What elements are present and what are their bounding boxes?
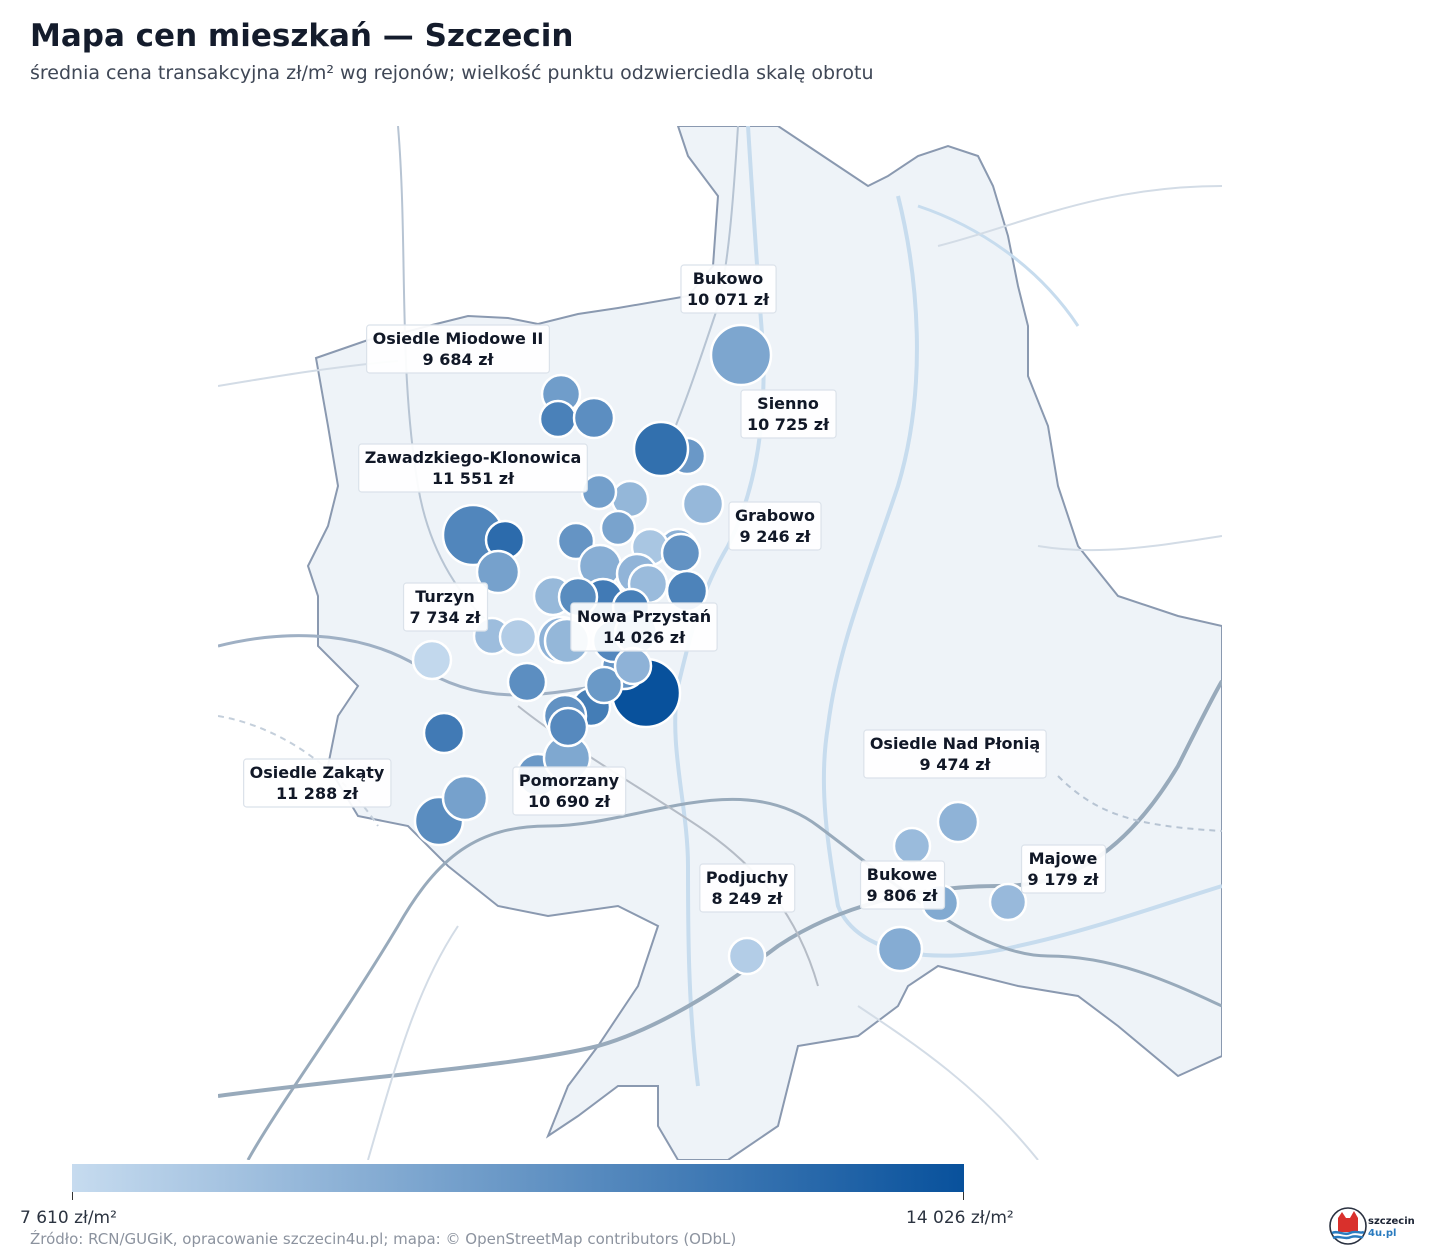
szczecin4u-logo-icon [1329, 1207, 1367, 1245]
district-label: Majowe 9 179 zł [1020, 844, 1107, 894]
price-marker[interactable] [892, 826, 932, 866]
price-marker[interactable] [572, 396, 616, 440]
river-east [821, 195, 1222, 958]
price-marker[interactable] [632, 420, 690, 478]
district-label-box [243, 758, 392, 808]
colorbar-min-label: 7 610 zł/m² [20, 1208, 117, 1228]
district-label: Bukowe 9 806 zł [859, 860, 946, 910]
district-label-box [680, 264, 777, 314]
district-label-box [402, 582, 489, 632]
district-price: 9 179 zł [1028, 870, 1100, 889]
district-label-box [740, 389, 837, 439]
district-price: 9 246 zł [740, 527, 812, 546]
price-marker[interactable] [660, 532, 702, 574]
district-price: 10 690 zł [528, 792, 611, 811]
price-marker[interactable] [411, 639, 453, 681]
price-marker[interactable] [506, 661, 548, 703]
district-label: Sienno 10 725 zł [740, 389, 837, 439]
district-name: Osiedle Zakąty [250, 763, 385, 782]
price-marker[interactable] [988, 882, 1028, 922]
district-name: Podjuchy [706, 868, 789, 887]
colorbar [72, 1164, 964, 1192]
logo-text-line1: szczecin [1368, 1216, 1415, 1227]
price-marker[interactable] [599, 509, 637, 547]
price-marker[interactable] [876, 925, 924, 973]
district-name: Nowa Przystań [577, 607, 711, 626]
district-label: Turzyn 7 734 zł [402, 582, 489, 632]
district-label-box [570, 602, 718, 652]
district-label-box [358, 443, 588, 493]
district-name: Pomorzany [519, 771, 620, 790]
district-labels: Bukowo 10 071 zł Osiedle Miodowe II 9 684 z… [243, 264, 1107, 913]
colorbar-max-label: 14 026 zł/m² [906, 1208, 1014, 1228]
district-label: Osiedle Zakąty 11 288 zł [243, 758, 392, 808]
price-marker[interactable] [441, 774, 489, 822]
district-label: Osiedle Miodowe II 9 684 zł [366, 324, 550, 374]
page-subtitle: średnia cena transakcyjna zł/m² wg rejon… [30, 62, 874, 84]
price-marker[interactable] [709, 323, 773, 387]
price-marker[interactable] [584, 665, 624, 705]
district-name: Bukowo [693, 269, 764, 288]
district-name: Osiedle Miodowe II [373, 329, 544, 348]
district-name: Sienno [757, 394, 819, 413]
road [937, 185, 1222, 247]
district-name: Turzyn [415, 587, 475, 606]
lake [917, 204, 1080, 327]
price-marker[interactable] [475, 549, 521, 595]
district-price: 10 725 zł [747, 415, 830, 434]
district-price: 9 474 zł [920, 755, 992, 774]
road [218, 679, 1222, 1098]
district-label-box [728, 501, 822, 551]
district-name: Osiedle Nad Płonią [870, 734, 1040, 753]
district-price: 7 734 zł [410, 608, 482, 627]
page-title: Mapa cen mieszkań — Szczecin [30, 18, 574, 54]
district-price: 10 071 zł [687, 290, 770, 309]
district-label: Grabowo 9 246 zł [728, 501, 822, 551]
district-price: 11 551 zł [432, 469, 515, 488]
price-marker[interactable] [936, 800, 980, 844]
price-marker[interactable] [547, 706, 589, 748]
district-label: Podjuchy 8 249 zł [699, 863, 796, 913]
price-marker[interactable] [538, 399, 578, 439]
price-marker[interactable] [422, 711, 466, 755]
district-label-box [699, 863, 796, 913]
district-name: Bukowe [867, 865, 938, 884]
district-label-box [863, 729, 1047, 779]
district-label: Bukowo 10 071 zł [680, 264, 777, 314]
district-name: Zawadzkiego-Klonowica [365, 448, 582, 467]
price-marker[interactable] [613, 646, 653, 686]
map-area[interactable]: Bukowo 10 071 zł Osiedle Miodowe II 9 684 z… [218, 126, 1222, 1160]
district-label-box [859, 860, 946, 910]
district-price: 9 806 zł [867, 886, 939, 905]
district-name: Majowe [1029, 849, 1098, 868]
source-note: Źródło: RCN/GUGiK, opracowanie szczecin4… [30, 1230, 737, 1248]
district-name: Grabowo [735, 506, 815, 525]
district-label-box [366, 324, 550, 374]
price-marker[interactable] [681, 482, 725, 526]
road [367, 925, 459, 1160]
district-label: Nowa Przystań 14 026 zł [570, 602, 718, 652]
price-marker[interactable] [727, 936, 767, 976]
road [1037, 535, 1222, 552]
road [246, 797, 1222, 1160]
map-svg[interactable]: Bukowo 10 071 zł Osiedle Miodowe II 9 684 z… [218, 126, 1222, 1160]
logo-text-line2: 4u.pl [1368, 1228, 1397, 1239]
district-label: Osiedle Nad Płonią 9 474 zł [863, 729, 1047, 779]
road [218, 715, 379, 827]
district-label: Pomorzany 10 690 zł [512, 766, 627, 816]
road [857, 1005, 1039, 1160]
colorbar-tick-min [72, 1192, 73, 1200]
district-label-box [512, 766, 627, 816]
district-price: 11 288 zł [276, 784, 359, 803]
district-price: 14 026 zł [603, 628, 686, 647]
price-marker[interactable] [498, 617, 538, 657]
district-label: Zawadzkiego-Klonowica 11 551 zł [358, 443, 588, 493]
colorbar-tick-max [963, 1192, 964, 1200]
district-label-box [1020, 844, 1107, 894]
district-price: 9 684 zł [423, 350, 495, 369]
road [1057, 775, 1222, 832]
district-price: 8 249 zł [712, 889, 784, 908]
